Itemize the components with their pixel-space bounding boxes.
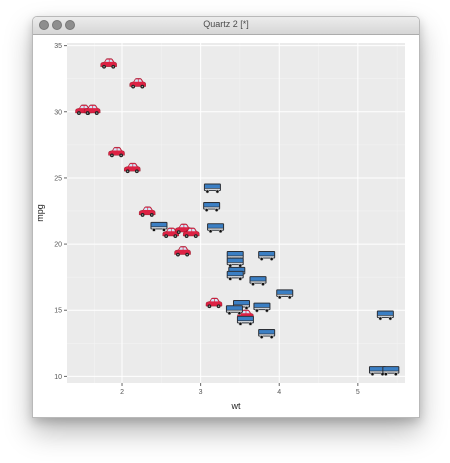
bus-icon [253, 302, 271, 313]
plot-window: Quartz 2 [*] 2 3 4 5 10 15 20 25 30 35 wt mpg [32, 16, 420, 418]
bus-icon [203, 183, 221, 194]
y-tick-label: 15 [54, 308, 62, 315]
car-icon [162, 227, 179, 239]
car-icon [182, 227, 200, 239]
bus-icon [258, 250, 276, 261]
bus-icon [236, 315, 254, 326]
car-icon [138, 206, 156, 217]
car-icon [83, 104, 101, 115]
y-tick-label: 30 [54, 109, 62, 116]
x-tick-label: 2 [120, 389, 124, 396]
car-icon [124, 162, 141, 174]
bus-icon [382, 366, 400, 376]
bus-icon [276, 289, 294, 300]
y-tick-label: 25 [54, 175, 62, 182]
plot-panel [67, 43, 405, 383]
bus-icon [368, 366, 386, 376]
bus-icon [225, 305, 243, 316]
car-icon [205, 297, 223, 309]
car-icon [108, 147, 125, 158]
x-tick-label: 4 [277, 389, 281, 396]
y-tick-label: 10 [54, 374, 62, 381]
car-icon [174, 246, 191, 257]
y-tick-label: 20 [54, 242, 62, 249]
window-title: Quartz 2 [*] [203, 19, 249, 29]
bus-icon [207, 223, 225, 234]
y-tick-label: 35 [54, 43, 62, 50]
car-icon [129, 78, 146, 89]
bus-icon [376, 310, 394, 321]
minimize-window-icon[interactable] [52, 20, 62, 30]
title-bar[interactable]: Quartz 2 [*] [33, 17, 419, 35]
bus-icon [258, 329, 276, 339]
bus-icon [226, 257, 244, 268]
x-tick-label: 3 [199, 389, 203, 396]
close-window-icon[interactable] [39, 20, 49, 30]
bus-icon [226, 270, 244, 281]
scatter-plot: 2 3 4 5 10 15 20 25 30 35 wt mpg [35, 43, 405, 411]
bus-icon [249, 276, 267, 286]
y-axis-title: mpg [35, 204, 45, 222]
zoom-window-icon[interactable] [65, 20, 75, 30]
car-icon [100, 58, 117, 69]
bus-icon [150, 221, 168, 232]
x-axis-title: wt [231, 401, 241, 411]
bus-icon [203, 202, 221, 212]
x-tick-label: 5 [356, 389, 360, 396]
